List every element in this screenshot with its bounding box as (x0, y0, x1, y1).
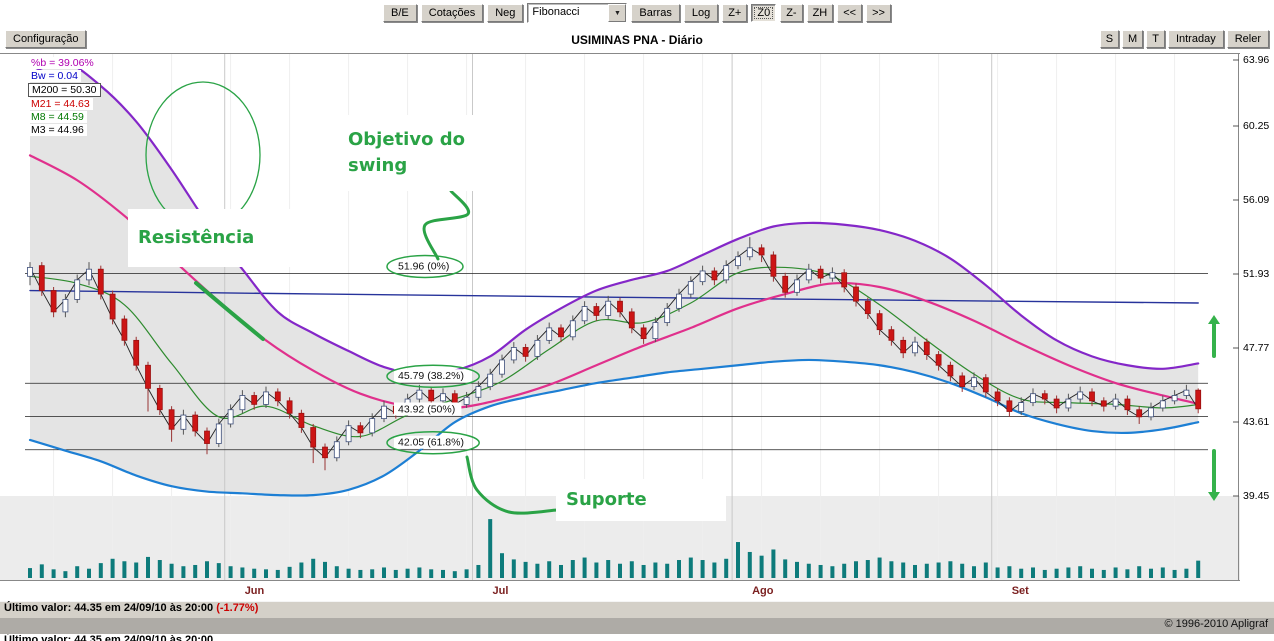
annotation-shapes (145, 81, 1220, 515)
x-axis-month-label: Jul (492, 585, 509, 597)
legend-item: %b = 39.06% (28, 57, 97, 69)
legend-item: M200 = 50.30 (28, 83, 101, 97)
clipped-status-text: Último valor: 44.35 em 24/09/10 às 20:00 (4, 634, 214, 641)
svg-text:51.96 (0%): 51.96 (0%) (398, 260, 449, 272)
legend-item: M3 = 44.96 (28, 124, 87, 136)
y-axis-label: 39.45 (1243, 490, 1270, 502)
annotation-resistencia: Resistência (128, 209, 314, 267)
intraday-button[interactable]: Intraday (1167, 30, 1224, 48)
log-button[interactable]: Log (683, 4, 719, 22)
be-button[interactable]: B/E (383, 4, 417, 22)
price-axis: 63.96 60.25 56.09 51.93 47.77 43.61 39.45 (1240, 53, 1274, 581)
y-axis-label: 51.93 (1243, 267, 1270, 280)
line-m3 (29, 247, 1199, 459)
candles-layer (27, 237, 1202, 471)
barras-button[interactable]: Barras (631, 4, 680, 22)
annotation-suporte: Suporte (556, 479, 726, 521)
svg-text:43.92 (50%): 43.92 (50%) (398, 403, 455, 415)
reler-button[interactable]: Reler (1226, 30, 1269, 48)
fib-labels: 51.96 (0%) 45.79 (38.2%) 43.92 (50%) 42.05 … (386, 254, 480, 455)
change-badge: (-1.77%) (216, 602, 259, 614)
annotation-objetivo: Objetivo do swing (338, 115, 480, 191)
indicator-legend: %b = 39.06% Bw = 0.04 M200 = 50.30 M21 = 44… (28, 57, 101, 137)
scroll-right-button[interactable]: >> (866, 4, 891, 22)
y-axis-label: 56.09 (1243, 193, 1270, 206)
scale-s-button[interactable]: S (1099, 30, 1120, 48)
page-title: USIMINAS PNA - Diário (571, 33, 703, 47)
status-bar: Último valor: 44.35 em 24/09/10 às 20:00… (0, 601, 1274, 618)
x-axis-month-label: Set (1011, 585, 1029, 597)
scale-m-button[interactable]: M (1122, 30, 1144, 48)
legend-item: Bw = 0.04 (28, 70, 81, 82)
y-axis-label: 43.61 (1243, 415, 1270, 428)
zoom-in-button[interactable]: Z+ (722, 4, 748, 22)
scale-t-button[interactable]: T (1146, 30, 1165, 48)
line-bollinger-lower (28, 358, 1200, 497)
study-combobox[interactable]: Fibonacci ▼ (527, 3, 628, 23)
last-value-label: Último valor: 44.35 em 24/09/10 às 20:00 (4, 602, 214, 614)
annotation-objetivo-line2: swing (348, 155, 408, 176)
cotacoes-button[interactable]: Cotações (420, 4, 484, 22)
legend-item: M8 = 44.59 (28, 111, 87, 123)
y-axis-label: 60.25 (1243, 119, 1270, 132)
y-axis-label: 63.96 (1243, 54, 1270, 66)
study-combobox-value: Fibonacci (532, 6, 580, 18)
top-toolbar: B/E Cotações Neg Fibonacci ▼ Barras Log … (0, 0, 1274, 26)
svg-text:42.05 (61.8%): 42.05 (61.8%) (398, 437, 464, 449)
price-chart[interactable]: 51.96 (0%) 45.79 (38.2%) 43.92 (50%) 42.05 … (0, 53, 1240, 581)
copyright-label: © 1996-2010 Apligraf (1164, 618, 1268, 630)
zoom-out-button[interactable]: Z- (780, 4, 803, 22)
chevron-down-icon[interactable]: ▼ (608, 4, 627, 22)
svg-text:45.79 (38.2%): 45.79 (38.2%) (398, 370, 464, 382)
line-m8 (29, 266, 1199, 438)
clipped-status-row: Último valor: 44.35 em 24/09/10 às 20:00 (0, 634, 1274, 641)
annotation-objetivo-line1: Objetivo do (348, 129, 465, 150)
x-axis-month-label: Ago (752, 585, 774, 597)
fibonacci-lines (25, 273, 1208, 451)
chart-area[interactable]: 51.96 (0%) 45.79 (38.2%) 43.92 (50%) 42.05 … (0, 53, 1240, 581)
annotation-suporte-label: Suporte (566, 489, 647, 510)
zoom-reset-button[interactable]: Z0 (751, 4, 777, 22)
volume-bars (28, 519, 1201, 578)
zoom-h-button[interactable]: ZH (806, 4, 834, 22)
time-axis: Jun Jul Ago Set (0, 581, 1240, 601)
scroll-left-button[interactable]: << (837, 4, 863, 22)
neg-button[interactable]: Neg (487, 4, 524, 22)
chart-header: Configuração USIMINAS PNA - Diário S M T… (0, 26, 1274, 53)
x-axis-month-label: Jun (244, 585, 265, 597)
configuracao-button[interactable]: Configuração (5, 30, 87, 48)
annotation-resistencia-label: Resistência (138, 227, 255, 248)
bollinger-band-fill (30, 62, 1199, 496)
legend-item: M21 = 44.63 (28, 98, 93, 110)
copyright-bar: © 1996-2010 Apligraf (0, 618, 1274, 634)
y-axis-label: 47.77 (1243, 341, 1270, 354)
